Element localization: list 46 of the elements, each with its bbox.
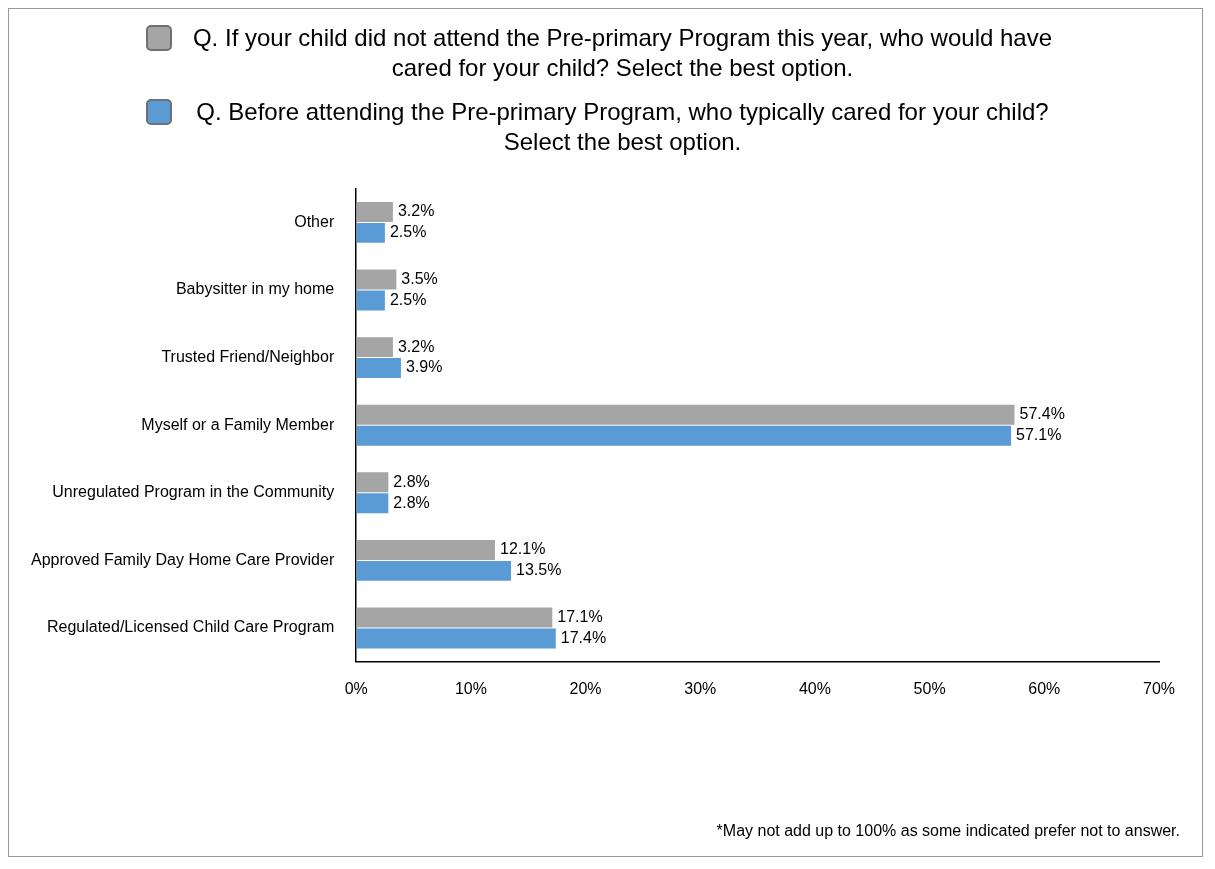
bar — [356, 493, 389, 514]
y-tick-label: Babysitter in my home — [175, 280, 335, 298]
bar — [356, 628, 556, 649]
data-label: 17.4% — [560, 628, 607, 646]
data-label: 2.8% — [393, 493, 430, 511]
bar — [356, 404, 1015, 425]
bar — [356, 269, 397, 290]
x-tick-label: 50% — [913, 679, 946, 697]
bar — [356, 425, 1012, 446]
bar — [356, 560, 512, 581]
data-label: 3.5% — [401, 269, 438, 287]
x-tick-label: 70% — [1142, 679, 1176, 697]
data-label: 57.4% — [1019, 405, 1065, 423]
y-tick-label: Approved Family Day Home Care Provider — [31, 550, 335, 568]
data-label: 57.1% — [1016, 426, 1062, 444]
bar — [356, 337, 393, 358]
data-label: 2.8% — [393, 472, 430, 490]
legend-label: Q. If your child did not attend the Pre-primary Program this year, who would have cared for your child? Select the best option. — [191, 23, 1054, 83]
x-tick-label: 30% — [684, 679, 717, 697]
data-label: 2.5% — [389, 223, 427, 241]
y-tick-label: Other — [294, 212, 335, 230]
y-tick-label: Trusted Friend/Neighbor — [161, 348, 335, 366]
bar — [356, 290, 385, 311]
bar — [356, 222, 385, 243]
data-label: 3.2% — [397, 202, 435, 220]
bar — [356, 358, 401, 379]
text: *May not add up to 100% as some indicated prefer not to answer. — [716, 822, 1180, 840]
data-label: 13.5% — [516, 561, 562, 579]
x-tick-label: 0% — [344, 679, 368, 697]
y-tick-label: Myself or a Family Member — [141, 415, 335, 433]
data-label: 2.5% — [389, 290, 427, 308]
data-label: 12.1% — [499, 540, 546, 558]
data-label: 3.9% — [405, 358, 443, 376]
data-label: 17.1% — [557, 607, 603, 625]
y-tick-label: Unregulated Program in the Community — [52, 483, 335, 501]
bar — [356, 607, 553, 628]
x-tick-label: 60% — [1028, 679, 1061, 697]
bar — [356, 472, 389, 493]
bar — [356, 201, 393, 222]
x-tick-label: 20% — [569, 679, 602, 697]
legend-label: Q. Before attending the Pre-primary Program, who typically cared for your child? Select the best option. — [195, 97, 1050, 157]
bar — [356, 539, 495, 560]
data-label: 3.2% — [397, 337, 435, 355]
x-tick-label: 40% — [798, 679, 831, 697]
y-tick-label: Regulated/Licensed Child Care Program — [46, 618, 335, 636]
x-tick-label: 10% — [454, 679, 487, 697]
